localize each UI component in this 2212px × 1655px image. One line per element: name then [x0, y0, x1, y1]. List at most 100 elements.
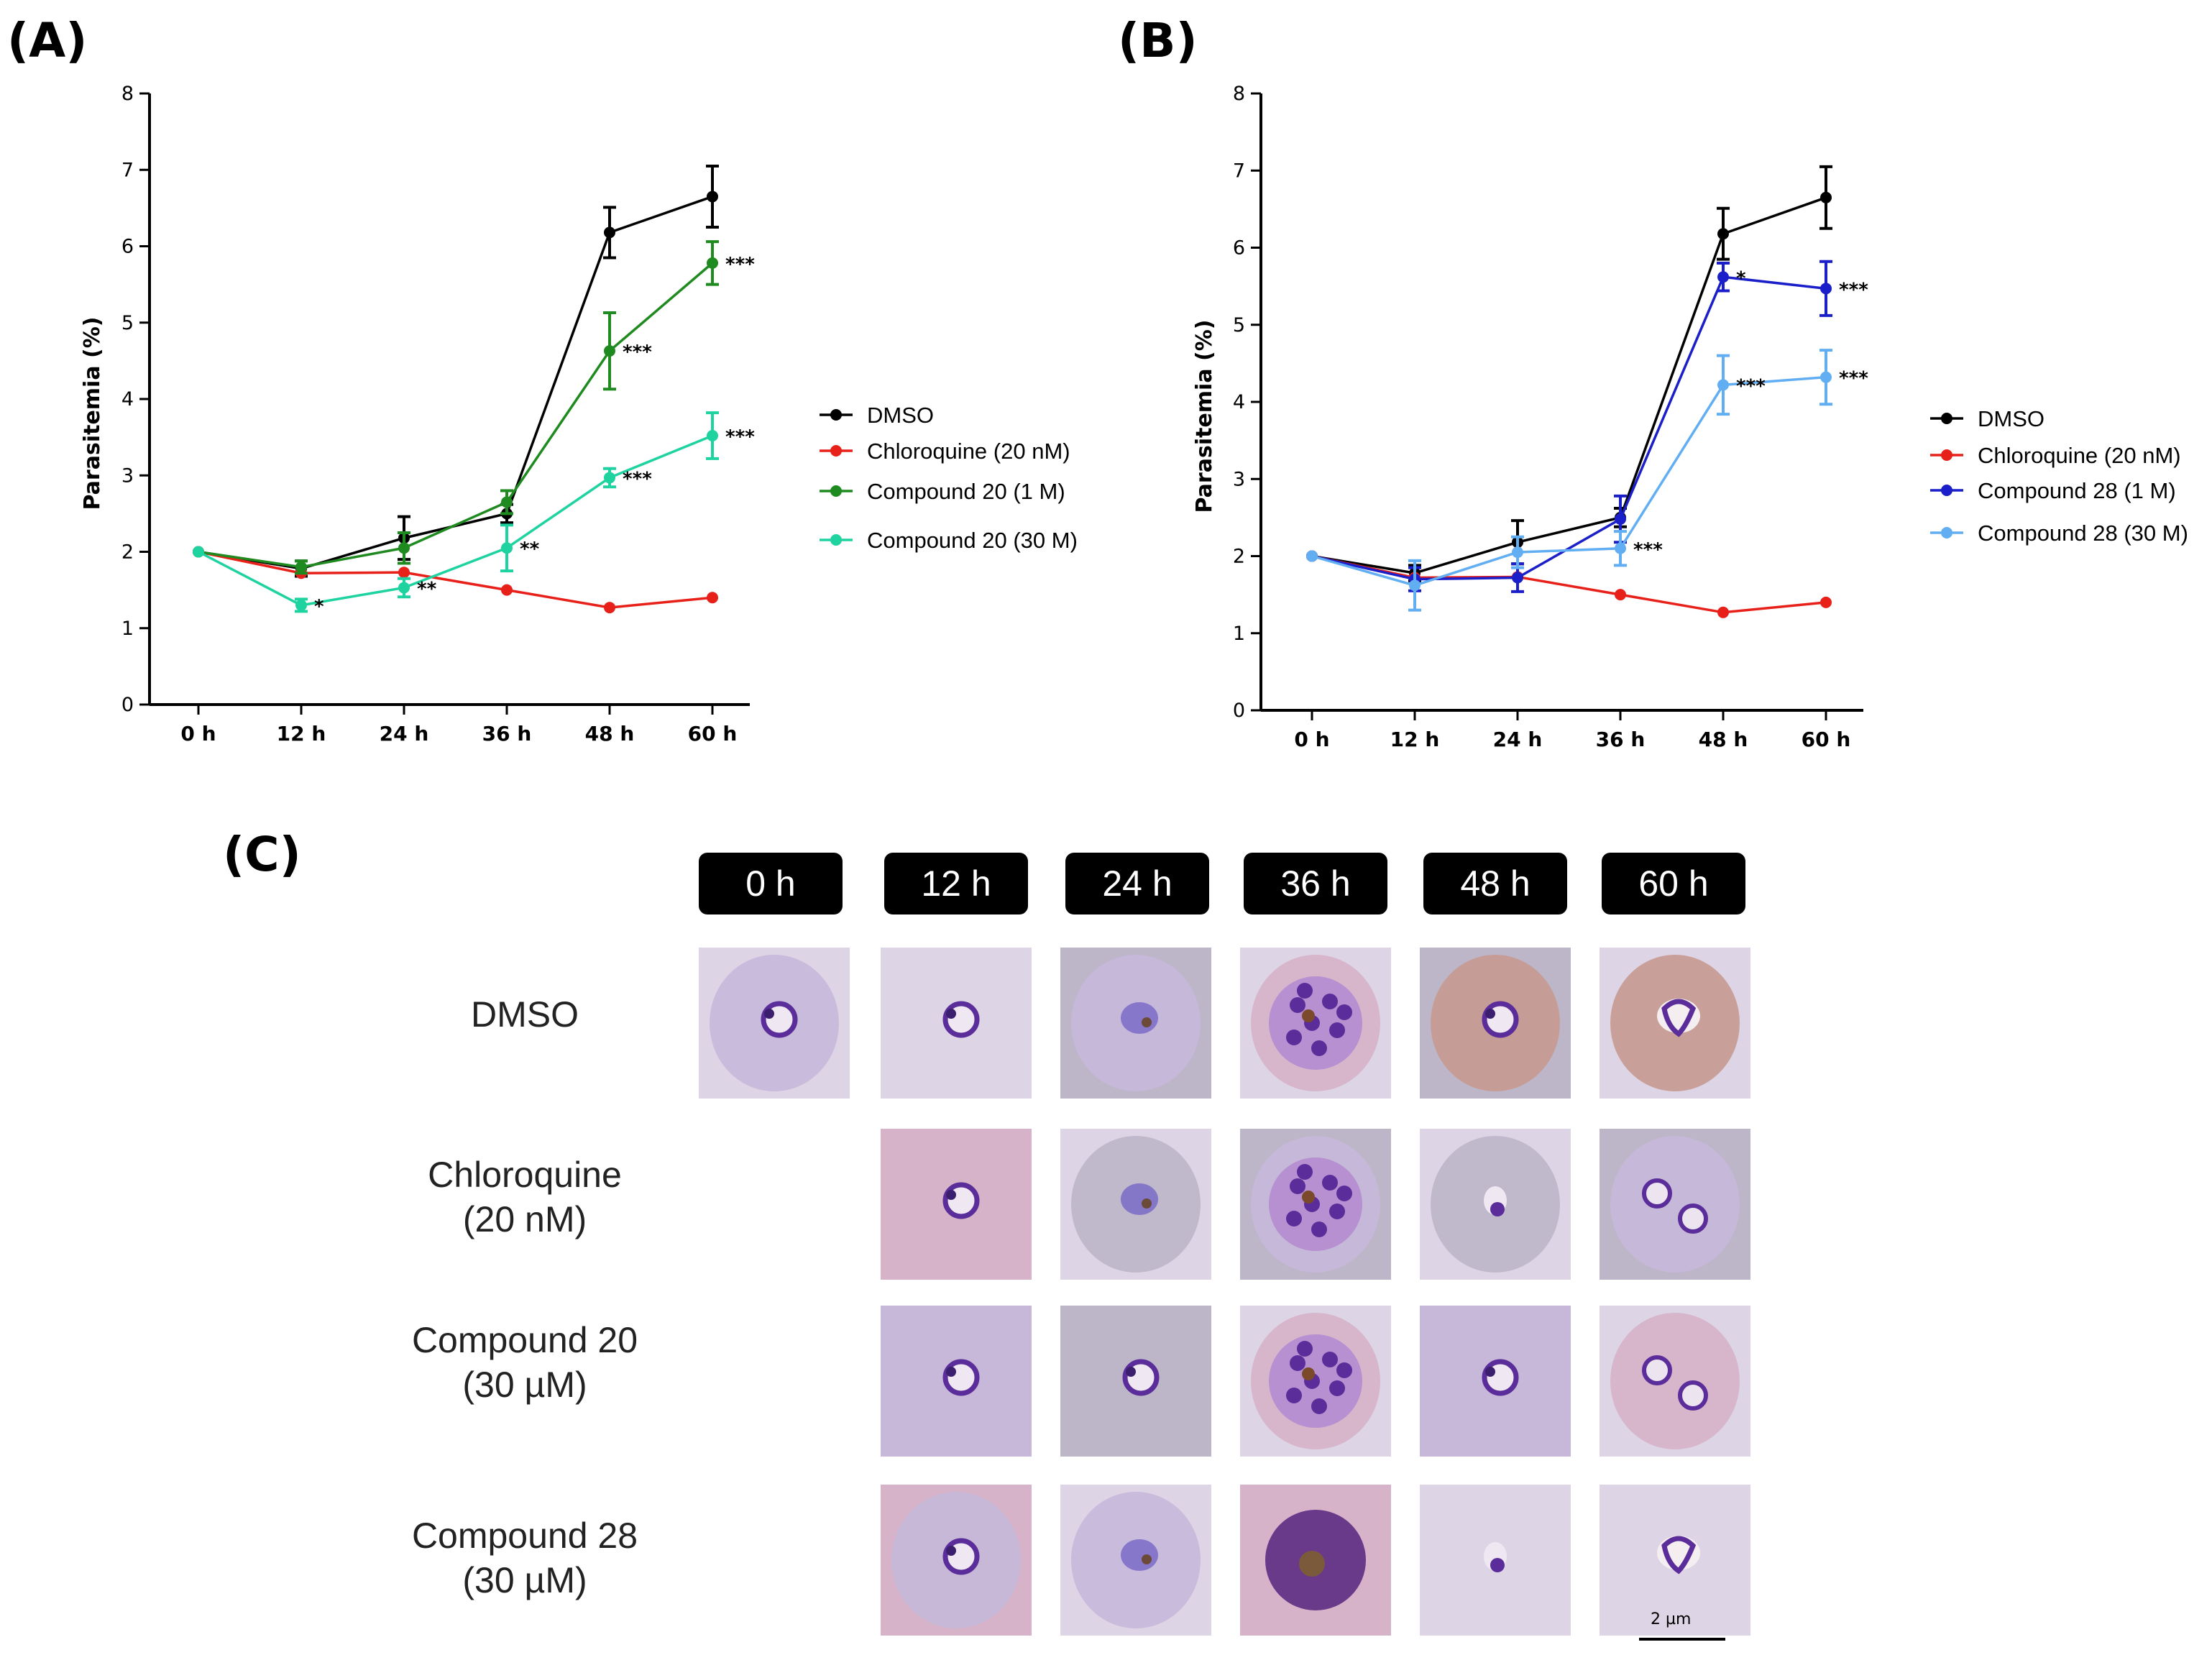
y-tick-label: 5	[1233, 314, 1245, 336]
data-point	[1512, 572, 1523, 584]
data-point	[1306, 550, 1318, 562]
data-point	[295, 561, 307, 573]
legend-swatch-dot	[830, 409, 842, 421]
legend-item: Compound 20 (30 M)	[820, 528, 1078, 553]
y-axis-label: Parasitemia (%)	[1192, 319, 1217, 513]
significance-label: *	[314, 596, 324, 618]
x-tick-label: 0 h	[1294, 728, 1329, 751]
chart-b: 0 1 2 3 4 5 6 7 8 0 h 12 h 24 h 36 h 48 h 60 h Parasite…	[1192, 83, 2188, 751]
legend-swatch-dot	[1941, 449, 1952, 461]
data-point	[1820, 283, 1832, 295]
data-point	[501, 584, 513, 596]
x-tick-label: 36 h	[1596, 728, 1646, 751]
data-point	[1615, 513, 1626, 526]
micrograph-cell	[1600, 1129, 1750, 1280]
series-line	[198, 262, 714, 569]
x-tick-label: 48 h	[1699, 728, 1748, 751]
data-point	[1512, 546, 1523, 559]
legend-item: DMSO	[1930, 406, 2045, 431]
y-tick-label: 5	[121, 312, 134, 334]
y-tick-label: 2	[121, 541, 134, 564]
data-point	[604, 472, 615, 484]
y-tick-label: 7	[1233, 160, 1245, 182]
y-tick-label: 6	[1233, 237, 1245, 260]
scale-bar-label: 2 µm	[1651, 1610, 1692, 1628]
series-0	[1306, 165, 1832, 582]
row-label-line: (30 µM)	[462, 1560, 587, 1600]
data-point	[1717, 379, 1729, 391]
significance-label: ***	[623, 341, 652, 363]
y-tick-label: 2	[1233, 546, 1245, 568]
significance-label: ***	[725, 426, 755, 448]
row-label-line: Compound 20	[411, 1320, 638, 1360]
x-tick-label: 0 h	[180, 722, 216, 746]
data-point	[501, 496, 513, 508]
data-point	[707, 430, 718, 441]
significance-label: ***	[623, 468, 652, 490]
significance-label: ***	[1736, 375, 1766, 397]
data-point	[398, 542, 410, 554]
time-header: 0 h	[699, 853, 843, 914]
x-tick-label: 60 h	[1802, 728, 1851, 751]
row-label: Compound 20 (30 µM)	[345, 1318, 705, 1407]
legend-item: Compound 28 (1 M)	[1930, 478, 2176, 503]
x-tick-label: 24 h	[1493, 728, 1543, 751]
y-axis-label: Parasitemia (%)	[80, 316, 105, 510]
scale-bar	[1639, 1638, 1725, 1641]
data-point	[1409, 579, 1421, 592]
data-point	[295, 599, 307, 611]
y-tick-label: 4	[1233, 391, 1245, 413]
row-label-line: Chloroquine	[428, 1155, 622, 1195]
data-point	[398, 582, 410, 594]
x-tick-label: 60 h	[688, 722, 738, 746]
data-point	[1717, 228, 1729, 240]
legend-swatch-dot	[830, 445, 842, 457]
y-tick-label: 1	[121, 618, 134, 640]
time-header: 24 h	[1065, 853, 1209, 914]
y-tick-label: 6	[121, 236, 134, 258]
legend-item: DMSO	[820, 403, 934, 428]
micrograph-cell	[881, 1306, 1032, 1457]
micrograph-cell	[1420, 1306, 1571, 1457]
panel-label-b: (B)	[1118, 13, 1198, 68]
series-1	[193, 546, 718, 614]
series-line	[198, 434, 713, 607]
micrograph-cell	[1060, 1485, 1211, 1636]
y-tick-label: 8	[121, 83, 134, 105]
micrograph-cell	[699, 948, 850, 1099]
series-0	[193, 164, 719, 578]
legend-label: DMSO	[867, 403, 934, 428]
chart-a: 0 1 2 3 4 5 6 7 8 0 h 12 h 24 h 36 h 48 h 60 h Parasite…	[80, 83, 1078, 746]
row-label-line: DMSO	[471, 994, 579, 1035]
data-point	[1820, 596, 1832, 608]
y-tick-label: 4	[121, 388, 134, 411]
series-line	[1311, 375, 1827, 587]
legend-label: Chloroquine (20 nM)	[867, 439, 1070, 464]
significance-label: ***	[1839, 368, 1868, 390]
y-tick-label: 0	[1233, 700, 1245, 722]
series-3	[1306, 349, 1832, 612]
data-point	[604, 226, 615, 239]
significance-label: ***	[725, 254, 755, 275]
data-point	[1615, 589, 1626, 601]
micrograph-cell	[881, 948, 1032, 1099]
micrograph-cell	[1240, 1306, 1391, 1457]
legend-item: Chloroquine (20 nM)	[820, 439, 1070, 464]
series-line	[198, 195, 713, 570]
data-point	[1615, 542, 1626, 554]
series-1	[1306, 550, 1832, 618]
panel-label-a: (A)	[7, 13, 88, 68]
series-line	[1311, 554, 1827, 614]
legend-swatch-dot	[1941, 485, 1952, 496]
legend-label: DMSO	[1978, 406, 2045, 431]
legend-item: Compound 28 (30 M)	[1930, 521, 2188, 546]
time-header: 60 h	[1602, 853, 1745, 914]
significance-label: ***	[1839, 279, 1868, 301]
data-point	[1717, 271, 1729, 283]
series-line	[1311, 275, 1827, 581]
significance-label: *	[1736, 267, 1746, 289]
micrograph-cell	[1420, 948, 1571, 1099]
legend-swatch-dot	[830, 485, 842, 497]
legend-label: Compound 28 (1 M)	[1978, 478, 2176, 503]
series-2	[193, 240, 719, 575]
